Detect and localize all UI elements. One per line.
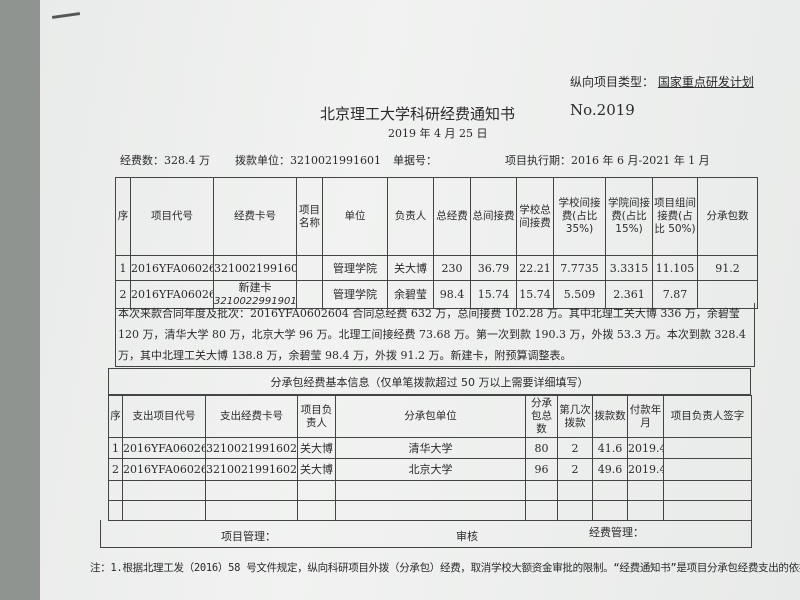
column-header: 学院间接费(占比 15%) <box>605 177 653 256</box>
cell: 2016YFA0602604 <box>130 255 214 281</box>
cell: 管理学院 <box>322 255 388 281</box>
cell: 2 <box>108 458 123 481</box>
column-header: 单位 <box>322 177 388 256</box>
column-header: 总经费 <box>433 177 471 256</box>
cell: 关大博 <box>387 255 434 281</box>
cell: 3210021991602 <box>205 458 298 481</box>
table-row: 2 2016YFA0602604 3210021991602 关大博 北京大学 … <box>108 458 752 481</box>
column-header: 学校间接费(占比 35%) <box>553 177 606 256</box>
cell: 2016YFA0602604 <box>122 437 206 459</box>
signature-row: 项目管理： 审核 经费管理： <box>100 520 752 548</box>
cell: 2.361 <box>605 280 653 309</box>
column-header: 项目组间接费(占比 50%) <box>652 177 698 256</box>
column-header: 负责人 <box>387 177 434 256</box>
cell: 91.2 <box>697 255 758 281</box>
column-header: 支出项目代号 <box>122 395 206 438</box>
cell <box>697 280 758 309</box>
cell: 关大博 <box>297 437 336 459</box>
cell: 清华大学 <box>335 437 526 459</box>
column-header: 拨款数 <box>592 395 628 438</box>
cell: 15.74 <box>470 280 517 309</box>
empty-row <box>108 480 752 501</box>
column-header: 经费卡号 <box>213 177 297 256</box>
card-number-cell: 新建卡 3210022991901 <box>213 280 297 309</box>
cell: 5.509 <box>553 280 606 309</box>
document-date: 2019 年 4 月 25 日 <box>388 127 488 140</box>
column-header: 总间接费 <box>470 177 517 256</box>
cell: 7.87 <box>652 280 698 309</box>
project-management-label: 项目管理： <box>221 530 276 543</box>
cell-text: 新建卡 <box>238 281 272 295</box>
sub-table: 序 支出项目代号 支出经费卡号 项目负责人 分承包单位 分承包总数 第几次拨款 … <box>108 395 752 521</box>
column-header: 分承包单位 <box>335 395 526 438</box>
cell: 3210021991602 <box>205 437 298 459</box>
cell: 2016YFA0602604 <box>122 458 206 481</box>
cell: 49.6 <box>592 458 628 481</box>
payer-unit: 拨款单位：3210021991601 <box>235 154 381 167</box>
footnote: 注：1.根据北理工发（2016）58 号文件规定，纵向科研项目外拨（分承包）经费… <box>90 562 800 574</box>
empty-row <box>108 500 752 521</box>
project-period: 项目执行期：2016 年 6 月-2021 年 1 月 <box>505 154 710 167</box>
column-header: 分承包总数 <box>525 395 558 438</box>
cell <box>663 458 752 481</box>
project-type-label: 纵向项目类型： <box>570 75 655 89</box>
project-type-value: 国家重点研发计划 <box>657 75 754 89</box>
cell: 41.6 <box>592 437 628 459</box>
cell: 7.7735 <box>553 255 606 281</box>
cell: 2019.4 <box>627 458 664 481</box>
cell: 230 <box>433 255 471 281</box>
cell: 2 <box>557 437 593 459</box>
cell: 2016YFA0602604 <box>130 280 214 309</box>
cell: 2019.4 <box>627 437 664 459</box>
cell: 22.21 <box>516 255 554 281</box>
cell: 1 <box>115 255 131 281</box>
cell: 96 <box>525 458 558 481</box>
cell: 36.79 <box>470 255 517 281</box>
cell: 98.4 <box>433 280 471 309</box>
cell: 3.3315 <box>605 255 653 281</box>
doc-number-label: 单据号： <box>393 154 437 167</box>
handwritten-card-number: 3210022991901 <box>214 296 297 307</box>
cell: 关大博 <box>297 458 336 481</box>
funding-note: 本次来款合同年度及批次：2016YFA0602604 合同总经费 632 万，总… <box>115 303 755 367</box>
column-header: 付款年月 <box>627 395 664 438</box>
cell: 2 <box>557 458 593 481</box>
table-row: 1 2016YFA0602604 3210021991602 关大博 清华大学 … <box>108 437 752 459</box>
cell: 1 <box>108 437 123 459</box>
finance-management-label: 经费管理： <box>589 526 644 539</box>
sub-table-header: 序 支出项目代号 支出经费卡号 项目负责人 分承包单位 分承包总数 第几次拨款 … <box>108 395 752 438</box>
cell: 余碧莹 <box>387 280 434 309</box>
column-header: 分承包数 <box>697 177 758 256</box>
column-header: 项目代号 <box>130 177 214 256</box>
document-number: No.2019 <box>570 101 635 119</box>
column-header: 支出经费卡号 <box>205 395 298 438</box>
document-title: 北京理工大学科研经费通知书 <box>320 105 516 123</box>
column-header: 第几次拨款 <box>557 395 593 438</box>
cell: 11.105 <box>652 255 698 281</box>
sub-section-title: 分承包经费基本信息（仅单笔拨款超过 50 万以上需要详细填写） <box>108 368 751 395</box>
column-header: 项目名称 <box>296 177 323 256</box>
cell <box>663 437 752 459</box>
cell <box>296 255 323 281</box>
cell <box>296 280 323 309</box>
funds-amount: 经费数：328.4 万 <box>120 154 210 167</box>
cell: 管理学院 <box>322 280 388 309</box>
cell: 北京大学 <box>335 458 526 481</box>
project-type: 纵向项目类型： 国家重点研发计划 <box>570 73 754 90</box>
table-row: 1 2016YFA0602604 3210021991602 管理学院 关大博 … <box>115 255 758 281</box>
review-label: 审核 <box>456 530 478 543</box>
column-header: 学校总间接费 <box>516 177 554 256</box>
cell: 80 <box>525 437 558 459</box>
column-header: 项目负责人签字 <box>663 395 752 438</box>
column-header: 序 <box>108 395 123 438</box>
main-table-header: 序 项目代号 经费卡号 项目名称 单位 负责人 总经费 总间接费 学校总间接费 … <box>115 177 758 256</box>
main-table: 序 项目代号 经费卡号 项目名称 单位 负责人 总经费 总间接费 学校总间接费 … <box>115 177 758 309</box>
column-header: 项目负责人 <box>297 395 336 438</box>
column-header: 序 <box>115 177 131 256</box>
cell: 3210021991602 <box>213 255 297 281</box>
